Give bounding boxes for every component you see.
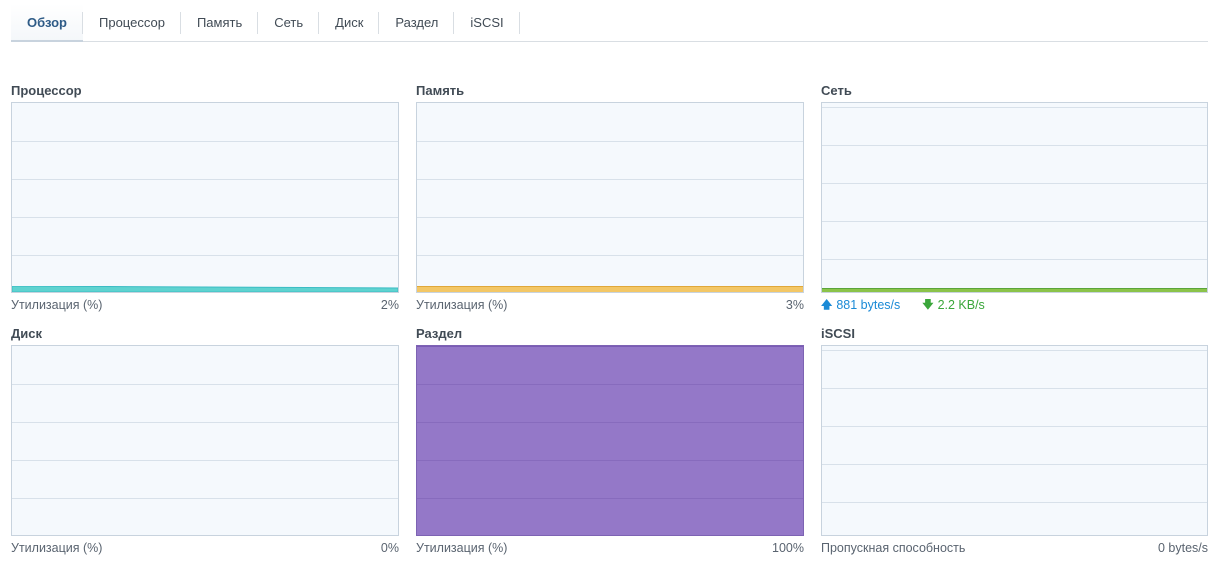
arrow-down-icon: 🡇: [922, 298, 934, 311]
cpu-value: 2%: [380, 298, 399, 312]
volume-value: 100%: [772, 541, 804, 555]
cpu-title: Процессор: [11, 83, 82, 98]
network-traffic-area: [822, 288, 1207, 292]
iscsi-title: iSCSI: [821, 326, 855, 341]
disk-value: 0%: [380, 541, 399, 555]
iscsi-panel: iSCSI Пропускная способность 0 bytes/s: [821, 326, 1208, 555]
volume-panel: Раздел Утилизация (%) 100%: [416, 326, 804, 555]
iscsi-metric-label: Пропускная способность: [821, 541, 966, 555]
memory-chart: [416, 102, 804, 293]
memory-title: Память: [416, 83, 465, 98]
iscsi-chart: [821, 345, 1208, 536]
tab-network[interactable]: Сеть: [258, 4, 320, 41]
network-chart: [821, 102, 1208, 293]
network-panel: Сеть 🡅 881 bytes/s 🡇 2.2 KB/s: [821, 83, 1208, 312]
arrow-up-icon: 🡅: [821, 298, 833, 311]
tab-disk[interactable]: Диск: [319, 4, 380, 41]
disk-title: Диск: [11, 326, 42, 341]
tab-memory[interactable]: Память: [181, 4, 259, 41]
memory-panel: Память Утилизация (%) 3%: [416, 83, 804, 312]
tab-iscsi[interactable]: iSCSI: [454, 4, 520, 41]
network-title: Сеть: [821, 83, 852, 98]
tab-cpu[interactable]: Процессор: [83, 4, 181, 41]
network-upload-value: 881 bytes/s: [836, 298, 901, 312]
cpu-usage-area: [12, 286, 398, 292]
memory-value: 3%: [785, 298, 804, 312]
memory-metric-label: Утилизация (%): [416, 298, 508, 312]
disk-chart: [11, 345, 399, 536]
cpu-panel: Процессор Утилизация (%) 2%: [11, 83, 399, 312]
cpu-chart: [11, 102, 399, 293]
tab-overview[interactable]: Обзор: [11, 4, 83, 42]
tab-volume[interactable]: Раздел: [379, 4, 455, 41]
iscsi-value: 0 bytes/s: [1157, 541, 1208, 555]
disk-metric-label: Утилизация (%): [11, 541, 103, 555]
memory-usage-area: [417, 286, 803, 292]
volume-usage-area: [417, 346, 803, 535]
volume-metric-label: Утилизация (%): [416, 541, 508, 555]
volume-chart: [416, 345, 804, 536]
tab-bar: Обзор Процессор Память Сеть Диск Раздел …: [11, 4, 1208, 42]
disk-panel: Диск Утилизация (%) 0%: [11, 326, 399, 555]
volume-title: Раздел: [416, 326, 463, 341]
network-download-value: 2.2 KB/s: [937, 298, 985, 312]
network-upload: 🡅 881 bytes/s: [821, 298, 900, 312]
cpu-metric-label: Утилизация (%): [11, 298, 103, 312]
network-download: 🡇 2.2 KB/s: [922, 298, 985, 312]
